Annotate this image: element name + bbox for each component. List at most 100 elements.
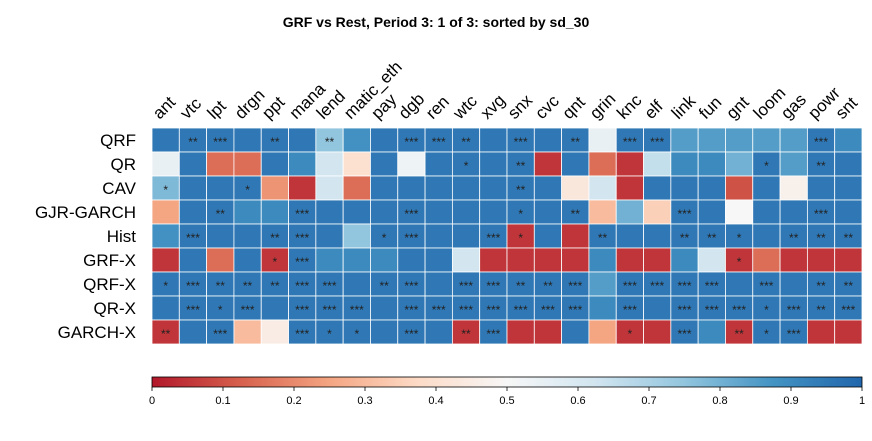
heatmap-cell xyxy=(479,247,508,273)
heatmap-cell xyxy=(643,295,672,321)
significance-stars: * xyxy=(163,279,168,293)
heatmap-cell xyxy=(533,247,563,273)
significance-stars: *** xyxy=(623,279,637,293)
heatmap-cell xyxy=(151,199,180,225)
significance-stars: * xyxy=(245,183,250,197)
heatmap-cell xyxy=(506,175,535,201)
heatmap-cell xyxy=(615,151,644,177)
significance-stars: ** xyxy=(516,159,526,173)
heatmap-cell xyxy=(479,199,508,225)
significance-stars: ** xyxy=(816,159,826,173)
colorbar-tick-label: 0.2 xyxy=(286,395,301,407)
heatmap-cell xyxy=(479,271,508,297)
column-label: dgb xyxy=(395,89,428,122)
significance-stars: *** xyxy=(705,303,719,317)
heatmap-cell xyxy=(479,319,508,345)
heatmap-cell xyxy=(151,247,180,273)
heatmap-cell xyxy=(315,271,344,297)
heatmap-cell xyxy=(424,175,453,201)
significance-stars: *** xyxy=(814,135,828,149)
row-label: CAV xyxy=(102,179,136,198)
chart-title: GRF vs Rest, Period 3: 1 of 3: sorted by… xyxy=(283,14,590,30)
heatmap-cell xyxy=(342,127,371,153)
significance-stars: * xyxy=(163,183,168,197)
heatmap-cell xyxy=(779,127,808,153)
heatmap-cell xyxy=(806,127,836,153)
heatmap-cell xyxy=(697,319,726,345)
significance-stars: *** xyxy=(295,303,309,317)
significance-stars: ** xyxy=(270,135,280,149)
heatmap-cell xyxy=(643,271,672,297)
significance-stars: ** xyxy=(516,183,526,197)
heatmap-cell xyxy=(451,199,481,225)
significance-stars: *** xyxy=(404,231,418,245)
heatmap-cell xyxy=(206,319,235,345)
heatmap-cell xyxy=(588,319,617,345)
heatmap-cell xyxy=(670,247,699,273)
heatmap-cell xyxy=(178,127,208,153)
colorbar-tick-label: 0.8 xyxy=(712,395,727,407)
significance-stars: ** xyxy=(844,231,854,245)
heatmap-cell xyxy=(697,223,726,249)
heatmap-cell xyxy=(342,151,371,177)
significance-stars: * xyxy=(464,159,469,173)
heatmap-cell xyxy=(588,247,617,273)
significance-stars: * xyxy=(737,231,742,245)
heatmap-cell xyxy=(561,319,590,345)
significance-stars: * xyxy=(327,327,332,341)
heatmap-cell xyxy=(260,199,289,225)
significance-stars: ** xyxy=(325,135,335,149)
heatmap-cell xyxy=(533,127,563,153)
significance-stars: *** xyxy=(650,279,664,293)
heatmap-cell xyxy=(561,295,590,321)
significance-stars: * xyxy=(382,231,387,245)
significance-stars: *** xyxy=(213,135,227,149)
heatmap-cell xyxy=(397,223,426,249)
heatmap-cell xyxy=(206,295,235,321)
colorbar-tick-label: 0.9 xyxy=(783,395,798,407)
colorbar-tick-label: 0.5 xyxy=(499,395,514,407)
heatmap-cell xyxy=(615,175,644,201)
significance-stars: *** xyxy=(295,279,309,293)
significance-stars: *** xyxy=(404,303,418,317)
heatmap-cell xyxy=(533,271,563,297)
heatmap-cell xyxy=(725,151,754,177)
heatmap-cell xyxy=(233,223,262,249)
heatmap-cell xyxy=(834,319,863,345)
heatmap-cell xyxy=(206,127,235,153)
heatmap-cell xyxy=(479,127,508,153)
significance-stars: *** xyxy=(432,135,446,149)
heatmap-cell xyxy=(342,199,371,225)
heatmap-cell xyxy=(206,199,235,225)
significance-stars: ** xyxy=(216,207,226,221)
heatmap-cell xyxy=(752,175,781,201)
heatmap-cell xyxy=(506,247,535,273)
heatmap-cell xyxy=(288,151,317,177)
significance-stars: ** xyxy=(707,231,717,245)
heatmap-cell xyxy=(697,199,726,225)
significance-stars: ** xyxy=(543,279,553,293)
heatmap-cell xyxy=(561,223,590,249)
heatmap-cell xyxy=(260,271,289,297)
heatmap-cell xyxy=(424,127,453,153)
heatmap-cell xyxy=(588,271,617,297)
heatmap-cell xyxy=(725,319,754,345)
significance-stars: *** xyxy=(759,279,773,293)
significance-stars: ** xyxy=(270,279,280,293)
significance-stars: ** xyxy=(216,279,226,293)
significance-stars: ** xyxy=(734,327,744,341)
significance-stars: ** xyxy=(816,279,826,293)
heatmap-cell xyxy=(588,175,617,201)
heatmap-cell xyxy=(670,319,699,345)
heatmap-cell xyxy=(752,319,781,345)
significance-stars: *** xyxy=(486,279,500,293)
heatmap-cell xyxy=(506,151,535,177)
heatmap-cell xyxy=(397,247,426,273)
heatmap-cell xyxy=(315,151,344,177)
heatmap-cell xyxy=(288,127,317,153)
column-label: cvc xyxy=(531,91,563,123)
heatmap-cell xyxy=(260,295,289,321)
colorbar-tick-label: 0.3 xyxy=(357,395,372,407)
heatmap-cell xyxy=(315,319,344,345)
